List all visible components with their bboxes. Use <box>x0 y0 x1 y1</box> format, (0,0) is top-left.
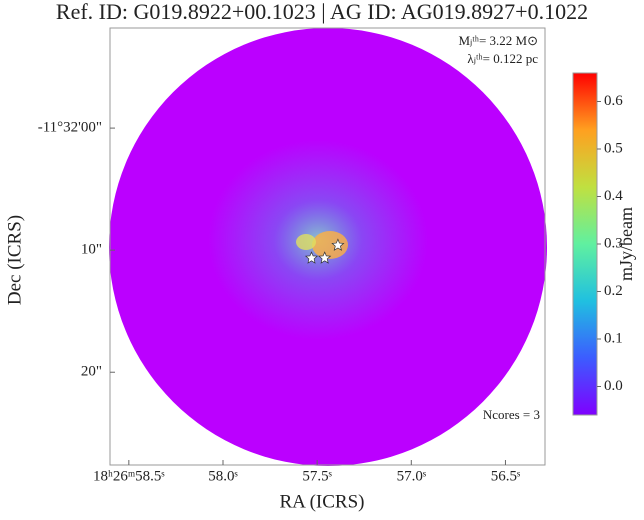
colorbar-tick-label: 0.5 <box>604 140 623 156</box>
core-marker <box>318 251 332 264</box>
plot-frame <box>109 27 546 466</box>
colorbar-tick-label: 0.1 <box>604 330 623 346</box>
x-tick-label: 56.5ˢ <box>491 468 520 484</box>
y-tick-label: -11°32'00" <box>38 120 102 136</box>
colorbar-label: mJy/beam <box>616 207 636 281</box>
y-tick-label: 20" <box>81 364 102 380</box>
x-tick-label: 57.0ˢ <box>397 468 426 484</box>
colorbar <box>572 72 598 416</box>
colorbar-tick-label: 0.0 <box>604 378 623 394</box>
colorbar-tick-label: 0.2 <box>604 283 623 299</box>
y-axis-label: Dec (ICRS) <box>4 215 25 305</box>
annotation: λⱼᵗʰ= 0.122 pc <box>467 51 538 66</box>
annotation: Ncores = 3 <box>483 407 540 422</box>
x-axis-label: RA (ICRS) <box>280 491 365 512</box>
chart-title: Ref. ID: G019.8922+00.1023 | AG ID: AG01… <box>56 0 588 24</box>
x-tick-label: 58.0ˢ <box>208 468 237 484</box>
colorbar-tick-label: 0.4 <box>604 188 623 204</box>
core-marker <box>304 251 319 264</box>
core-marker <box>331 238 345 251</box>
y-tick-label: 10" <box>81 242 102 258</box>
map <box>109 28 547 466</box>
x-tick-label: 18ʰ26ᵐ58.5ˢ <box>93 468 165 484</box>
x-tick-label: 57.5ˢ <box>302 468 331 484</box>
annotation: Mⱼᵗʰ= 3.22 M⊙ <box>458 33 538 48</box>
colorbar-tick-label: 0.3 <box>604 235 623 251</box>
colorbar-tick-label: 0.6 <box>604 93 623 109</box>
